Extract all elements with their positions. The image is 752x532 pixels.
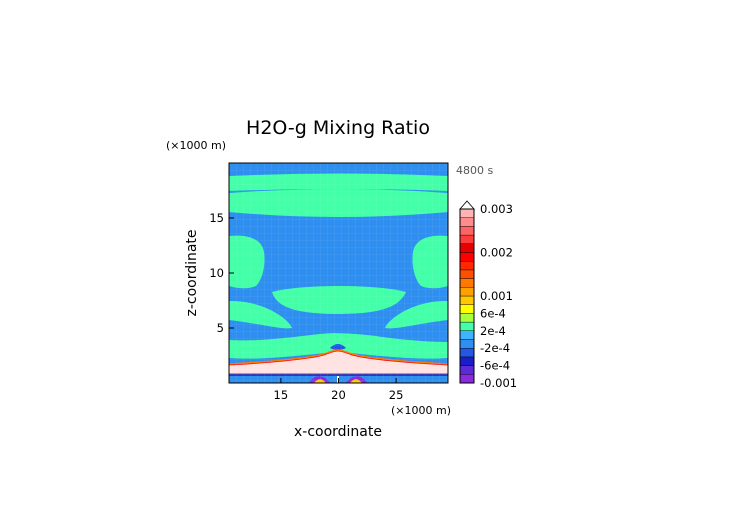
colorbar-swatch-15 bbox=[459, 243, 475, 253]
colorbar-swatch-18 bbox=[459, 217, 475, 227]
colorbar-swatch-2 bbox=[459, 356, 475, 366]
y-tick-label-0: 5 bbox=[217, 321, 224, 335]
y-axis: 5 10 15 bbox=[209, 211, 234, 335]
colorbar-swatch-10 bbox=[459, 287, 475, 297]
colorbar-label-0: 0.003 bbox=[480, 202, 513, 216]
colorbar-label-1: 0.002 bbox=[480, 246, 513, 260]
colorbar-labels: 0.003 0.002 0.001 6e-4 2e-4 -2e-4 -6e-4 -0.001 bbox=[480, 202, 517, 390]
y-axis-label: z-coordinate bbox=[184, 229, 200, 316]
colorbar-swatch-6 bbox=[459, 321, 475, 332]
colorbar-swatch-7 bbox=[459, 313, 475, 323]
colorbar-swatch-9 bbox=[459, 295, 475, 305]
x-tick-label-1: 20 bbox=[331, 388, 346, 402]
colorbar-swatch-8 bbox=[459, 304, 475, 314]
colorbar-swatch-17 bbox=[459, 226, 475, 236]
colorbar-label-7: -0.001 bbox=[480, 376, 517, 390]
colorbar-frame bbox=[459, 208, 475, 384]
grid-overlay bbox=[229, 163, 448, 383]
colorbar-swatch-0 bbox=[459, 374, 475, 384]
colorbar bbox=[459, 200, 475, 384]
colorbar-swatch-11 bbox=[459, 278, 475, 288]
x-axis: 15 20 25 bbox=[274, 378, 404, 402]
colorbar-swatch-12 bbox=[459, 269, 475, 279]
colorbar-label-6: -6e-4 bbox=[480, 359, 510, 373]
x-tick-label-0: 15 bbox=[274, 388, 289, 402]
x-tick-label-2: 25 bbox=[389, 388, 404, 402]
colorbar-swatch-3 bbox=[459, 348, 475, 358]
colorbar-swatch-5 bbox=[459, 330, 475, 340]
x-units-label: (×1000 m) bbox=[391, 404, 451, 417]
y-tick-label-2: 15 bbox=[209, 211, 224, 225]
colorbar-swatch-1 bbox=[459, 365, 475, 375]
time-label: 4800 s bbox=[456, 164, 493, 177]
colorbar-label-5: -2e-4 bbox=[480, 341, 510, 355]
colorbar-swatch-16 bbox=[459, 234, 475, 245]
colorbar-swatch-13 bbox=[459, 261, 475, 271]
colorbar-label-2: 0.001 bbox=[480, 289, 513, 303]
plot-area bbox=[229, 163, 448, 383]
colorbar-extend-arrow bbox=[459, 200, 475, 210]
colorbar-swatch-14 bbox=[459, 252, 475, 262]
colorbar-label-3: 6e-4 bbox=[480, 306, 506, 320]
x-axis-label: x-coordinate bbox=[294, 424, 382, 440]
y-tick-label-1: 10 bbox=[209, 266, 224, 280]
y-units-label: (×1000 m) bbox=[166, 139, 226, 152]
colorbar-swatch-19 bbox=[459, 208, 475, 218]
chart-title: H2O-g Mixing Ratio bbox=[246, 117, 430, 139]
colorbar-label-4: 2e-4 bbox=[480, 324, 506, 338]
colorbar-swatch-4 bbox=[459, 339, 475, 349]
